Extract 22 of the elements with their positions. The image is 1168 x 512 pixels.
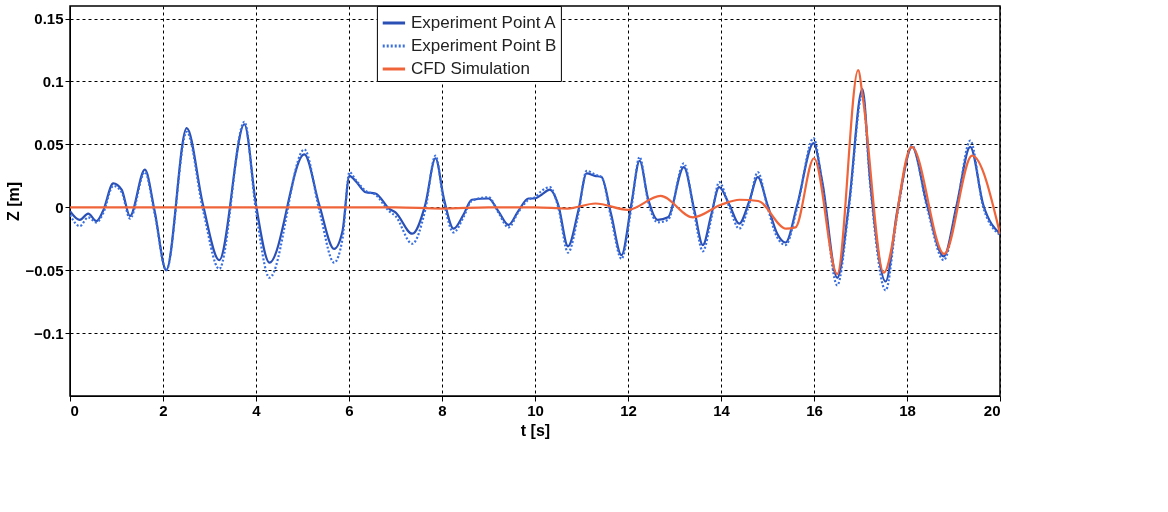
- y-tick-label: −0.1: [33, 324, 64, 342]
- x-tick-label: 0: [70, 401, 79, 419]
- x-tick-label: 12: [620, 401, 637, 419]
- legend-label: Experiment Point B: [410, 36, 557, 55]
- x-tick-label: 10: [527, 401, 544, 419]
- legend-label: CFD Simulation: [410, 59, 530, 78]
- y-axis-title: Z [m]: [4, 181, 22, 222]
- x-tick-label: 8: [438, 401, 447, 419]
- y-tick-label: −0.05: [25, 261, 64, 279]
- y-tick-label: 0.15: [34, 10, 64, 28]
- y-tick-label: 0.1: [42, 72, 64, 90]
- y-tick-label: 0: [55, 198, 64, 216]
- x-tick-label: 14: [713, 401, 731, 419]
- x-tick-label: 2: [159, 401, 168, 419]
- x-tick-label: 4: [252, 401, 262, 419]
- x-axis-title: t [s]: [520, 421, 551, 439]
- legend-label: Experiment Point A: [410, 13, 557, 32]
- x-tick-label: 6: [345, 401, 354, 419]
- y-tick-label: 0.05: [34, 135, 64, 153]
- x-tick-label: 20: [983, 401, 1001, 419]
- x-tick-label: 16: [806, 401, 823, 419]
- x-tick-label: 18: [899, 401, 916, 419]
